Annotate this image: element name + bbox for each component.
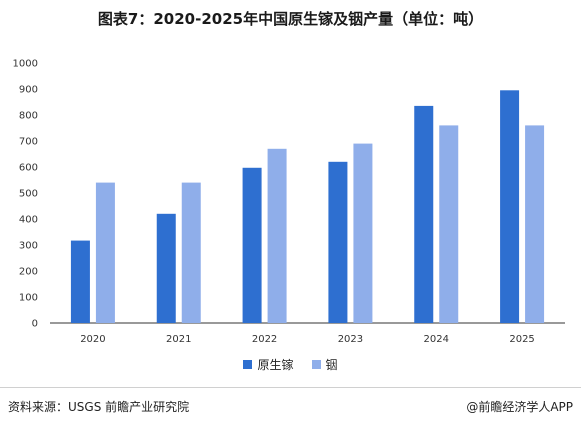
x-tick-label: 2025 xyxy=(509,334,534,345)
y-tick-label: 0 xyxy=(32,319,38,330)
y-tick-label: 500 xyxy=(19,189,38,200)
bar-gallium xyxy=(242,167,262,323)
x-tick-label: 2024 xyxy=(424,334,449,345)
bar-gallium xyxy=(500,90,520,323)
y-tick-label: 900 xyxy=(19,85,38,96)
legend-swatch-indium xyxy=(311,360,321,369)
x-tick-label: 2023 xyxy=(338,334,363,345)
bar-indium xyxy=(95,182,115,323)
y-tick-label: 100 xyxy=(19,293,38,304)
bar-indium xyxy=(439,125,459,324)
y-tick-label: 1000 xyxy=(13,59,38,70)
legend-label-indium: 铟 xyxy=(325,358,338,372)
bar-gallium xyxy=(156,213,176,323)
source-text: 资料来源：USGS 前瞻产业研究院 xyxy=(8,400,190,414)
legend-item-indium: 铟 xyxy=(311,356,338,373)
chart-title: 图表7：2020-2025年中国原生镓及铟产量（单位：吨） xyxy=(97,10,484,28)
legend-swatch-gallium xyxy=(243,360,253,369)
y-tick-label: 300 xyxy=(19,241,38,252)
bar-indium xyxy=(353,143,373,323)
y-tick-label: 400 xyxy=(19,215,38,226)
credit-text: @前瞻经济学人APP xyxy=(466,400,573,414)
y-tick-label: 800 xyxy=(19,111,38,122)
x-tick-label: 2022 xyxy=(252,334,277,345)
y-tick-label: 700 xyxy=(19,137,38,148)
y-tick-label: 600 xyxy=(19,163,38,174)
x-axis: 2020 2021 2022 2023 2024 2025 xyxy=(50,322,565,345)
bar-gallium xyxy=(328,161,348,323)
bar-indium xyxy=(525,125,545,324)
bar-gallium xyxy=(414,105,434,324)
y-tick-label: 200 xyxy=(19,267,38,278)
legend-label-gallium: 原生镓 xyxy=(257,358,294,372)
x-tick-label: 2020 xyxy=(80,334,105,345)
bar-gallium xyxy=(70,240,90,323)
footer-divider xyxy=(0,387,581,388)
legend: 原生镓 铟 xyxy=(0,356,581,373)
legend-item-gallium: 原生镓 xyxy=(243,356,294,373)
bar-indium xyxy=(267,148,287,323)
bars xyxy=(70,90,545,324)
y-axis: 0 100 200 300 400 500 600 700 800 900 1000 xyxy=(13,59,38,330)
bar-indium xyxy=(181,182,201,323)
x-tick-label: 2021 xyxy=(166,334,191,345)
